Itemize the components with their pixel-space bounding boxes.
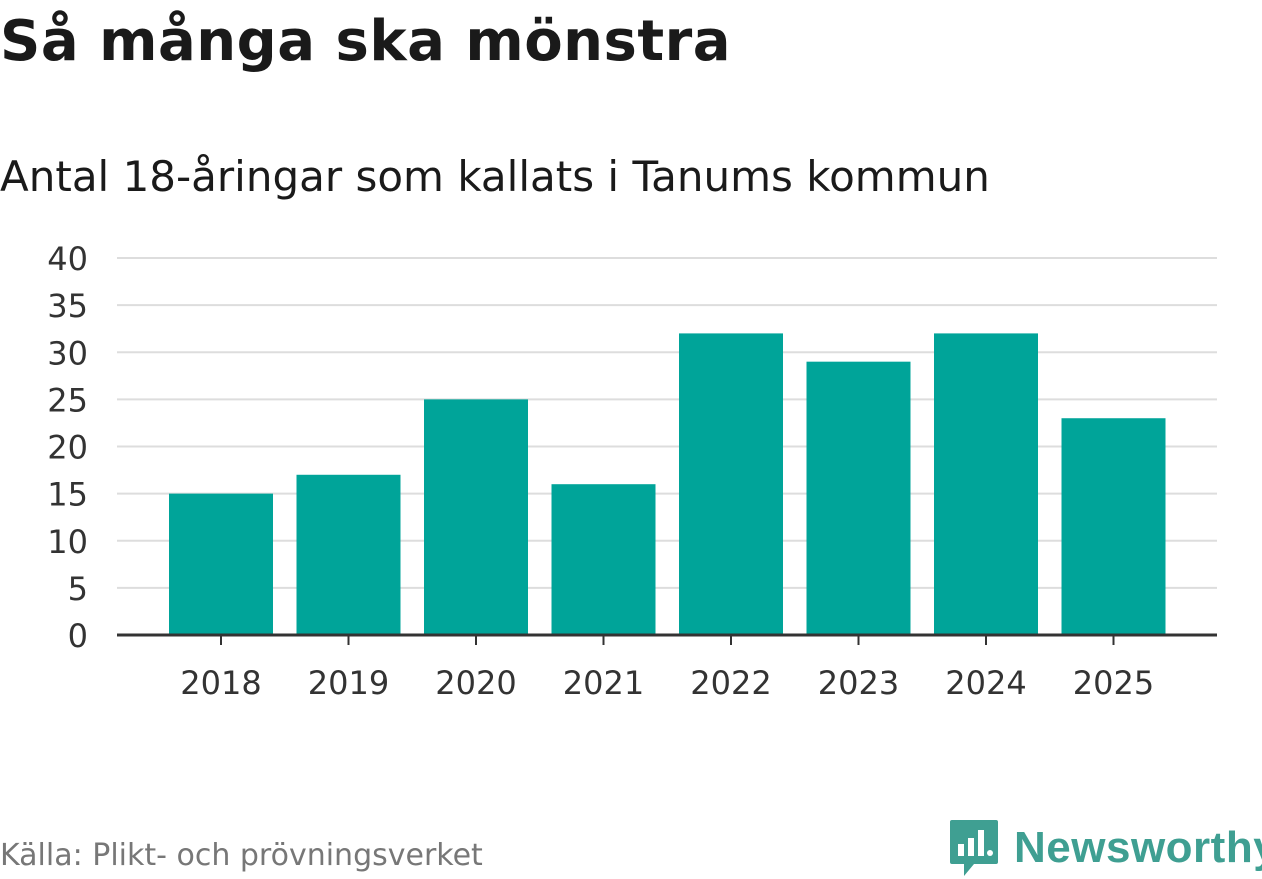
brand-name: Newsworthy <box>1014 823 1262 872</box>
y-tick-label: 5 <box>68 570 88 608</box>
x-tick-label: 2021 <box>563 664 644 702</box>
y-axis-tick-labels: 0 5 10 15 20 25 30 35 40 <box>47 240 88 655</box>
y-tick-label: 25 <box>47 381 88 419</box>
bars <box>169 333 1166 635</box>
x-tick-label: 2019 <box>308 664 389 702</box>
x-tick-label: 2022 <box>690 664 771 702</box>
x-tick-label: 2020 <box>435 664 516 702</box>
chart-title: Så många ska mönstra <box>0 9 732 74</box>
y-tick-label: 20 <box>47 429 88 467</box>
y-tick-label: 15 <box>47 476 88 514</box>
y-tick-label: 10 <box>47 523 88 561</box>
x-tick-label: 2025 <box>1073 664 1154 702</box>
chart-subtitle: Antal 18-åringar som kallats i Tanums ko… <box>0 152 990 201</box>
y-tick-label: 35 <box>47 287 88 325</box>
bar-2024 <box>934 333 1038 635</box>
bar-2020 <box>424 399 528 635</box>
gridlines <box>117 257 1217 589</box>
x-axis: 2018 2019 2020 2021 2022 2023 2024 2025 <box>117 633 1217 702</box>
bar-2023 <box>806 361 911 635</box>
bar-2019 <box>296 474 401 635</box>
brand-logo: Newsworthy <box>948 818 1262 878</box>
x-tick-label: 2024 <box>945 664 1026 702</box>
bar-2021 <box>551 484 656 635</box>
x-tick-label: 2018 <box>180 664 261 702</box>
y-tick-label: 0 <box>68 617 88 655</box>
y-tick-label: 30 <box>47 334 88 372</box>
bar-2018 <box>169 493 273 635</box>
y-tick-label: 40 <box>47 240 88 278</box>
bar-2025 <box>1061 418 1166 635</box>
bar-2022 <box>679 333 783 635</box>
source-note: Källa: Plikt- och prövningsverket <box>0 838 483 873</box>
newsworthy-logo-icon <box>950 820 998 876</box>
x-tick-label: 2023 <box>818 664 899 702</box>
